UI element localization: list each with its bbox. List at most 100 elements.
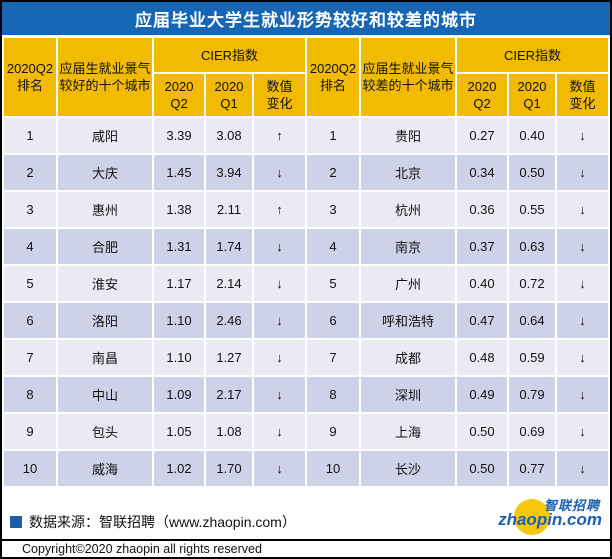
q2-cell: 1.05 [154,414,204,449]
good-q1-subheader: 2020 Q1 [206,74,252,116]
change-arrow-cell: ↓ [254,451,305,486]
change-arrow-cell: ↓ [557,118,608,153]
q2-cell: 3.39 [154,118,204,153]
q2-cell: 1.02 [154,451,204,486]
q1-cell: 0.64 [509,303,555,338]
change-arrow-cell: ↑ [254,118,305,153]
city-cell: 中山 [58,377,152,412]
city-cell: 合肥 [58,229,152,264]
rank-cell: 2 [4,155,56,190]
table-row: 7 南昌 1.10 1.27 ↓ 7 成都 0.48 0.59 ↓ [4,340,608,375]
table-row: 5 淮安 1.17 2.14 ↓ 5 广州 0.40 0.72 ↓ [4,266,608,301]
bad-q1-subheader: 2020 Q1 [509,74,555,116]
q1-cell: 0.79 [509,377,555,412]
table-body: 1 咸阳 3.39 3.08 ↑ 1 贵阳 0.27 0.40 ↓ 2 大庆 1.45 3.94 ↓ 2 北京 0… [4,118,608,486]
city-cell: 呼和浩特 [361,303,455,338]
zhaopin-logo-cn-text: 智联招聘 [543,498,600,513]
copyright-line: Copyright©2020 zhaopin all rights reserv… [2,539,610,557]
q1-cell: 2.11 [206,192,252,227]
bad-change-subheader: 数值 变化 [557,74,608,116]
city-cell: 洛阳 [58,303,152,338]
q1-cell: 0.55 [509,192,555,227]
good-q2-subheader: 2020 Q2 [154,74,204,116]
cier-index-table: 2020Q2 排名 应届生就业景气 较好的十个城市 CIER指数 2020Q2 … [2,36,610,488]
q1-cell: 0.63 [509,229,555,264]
q1-cell: 0.40 [509,118,555,153]
q2-cell: 1.10 [154,303,204,338]
source-bullet-icon [10,516,22,528]
q2-cell: 0.48 [457,340,507,375]
change-arrow-cell: ↓ [557,192,608,227]
rank-cell: 4 [4,229,56,264]
table-row: 10 威海 1.02 1.70 ↓ 10 长沙 0.50 0.77 ↓ [4,451,608,486]
zhaopin-logo-circle-icon [514,499,550,535]
city-cell: 贵阳 [361,118,455,153]
good-cier-index-header: CIER指数 [154,38,305,72]
change-arrow-cell: ↓ [254,155,305,190]
change-arrow-cell: ↓ [254,414,305,449]
table-row: 4 合肥 1.31 1.74 ↓ 4 南京 0.37 0.63 ↓ [4,229,608,264]
q2-cell: 0.37 [457,229,507,264]
table-row: 6 洛阳 1.10 2.46 ↓ 6 呼和浩特 0.47 0.64 ↓ [4,303,608,338]
change-arrow-cell: ↓ [557,451,608,486]
city-cell: 广州 [361,266,455,301]
rank-cell: 3 [4,192,56,227]
table-row: 2 大庆 1.45 3.94 ↓ 2 北京 0.34 0.50 ↓ [4,155,608,190]
change-arrow-cell: ↓ [557,340,608,375]
city-cell: 南昌 [58,340,152,375]
city-cell: 上海 [361,414,455,449]
city-cell: 长沙 [361,451,455,486]
rank-cell: 8 [4,377,56,412]
rank-cell: 6 [4,303,56,338]
q1-cell: 3.94 [206,155,252,190]
rank-cell: 6 [307,303,359,338]
q2-cell: 0.50 [457,451,507,486]
city-cell: 南京 [361,229,455,264]
q2-cell: 0.47 [457,303,507,338]
rank-cell: 1 [307,118,359,153]
rank-cell: 10 [307,451,359,486]
rank-cell: 3 [307,192,359,227]
bad-cier-index-header: CIER指数 [457,38,608,72]
change-arrow-cell: ↓ [254,266,305,301]
rank-cell: 1 [4,118,56,153]
q1-cell: 0.72 [509,266,555,301]
city-cell: 成都 [361,340,455,375]
city-cell: 北京 [361,155,455,190]
change-arrow-cell: ↓ [557,266,608,301]
change-arrow-cell: ↓ [254,377,305,412]
zhaopin-logo-en-text: zhaopin.com [498,510,602,529]
q1-cell: 0.69 [509,414,555,449]
q1-cell: 2.17 [206,377,252,412]
rank-cell: 10 [4,451,56,486]
q2-cell: 0.34 [457,155,507,190]
city-cell: 威海 [58,451,152,486]
table-row: 8 中山 1.09 2.17 ↓ 8 深圳 0.49 0.79 ↓ [4,377,608,412]
city-cell: 淮安 [58,266,152,301]
rank-cell: 8 [307,377,359,412]
rank-cell: 5 [4,266,56,301]
rank-cell: 7 [307,340,359,375]
change-arrow-cell: ↓ [557,303,608,338]
q1-cell: 0.50 [509,155,555,190]
change-arrow-cell: ↓ [254,229,305,264]
q1-cell: 3.08 [206,118,252,153]
q1-cell: 1.74 [206,229,252,264]
table-header: 2020Q2 排名 应届生就业景气 较好的十个城市 CIER指数 2020Q2 … [4,38,608,116]
change-arrow-cell: ↓ [254,303,305,338]
zhaopin-logo: 智联招聘 zhaopin.com [472,491,602,537]
q1-cell: 2.46 [206,303,252,338]
q2-cell: 1.38 [154,192,204,227]
good-city-header: 应届生就业景气 较好的十个城市 [58,38,152,116]
change-arrow-cell: ↑ [254,192,305,227]
q2-cell: 0.36 [457,192,507,227]
data-source-line: 数据来源：智联招聘（www.zhaopin.com） [10,512,296,532]
bad-rank-header: 2020Q2 排名 [307,38,359,116]
rank-cell: 9 [4,414,56,449]
city-cell: 杭州 [361,192,455,227]
q2-cell: 1.45 [154,155,204,190]
q2-cell: 1.10 [154,340,204,375]
q1-cell: 1.08 [206,414,252,449]
rank-cell: 5 [307,266,359,301]
